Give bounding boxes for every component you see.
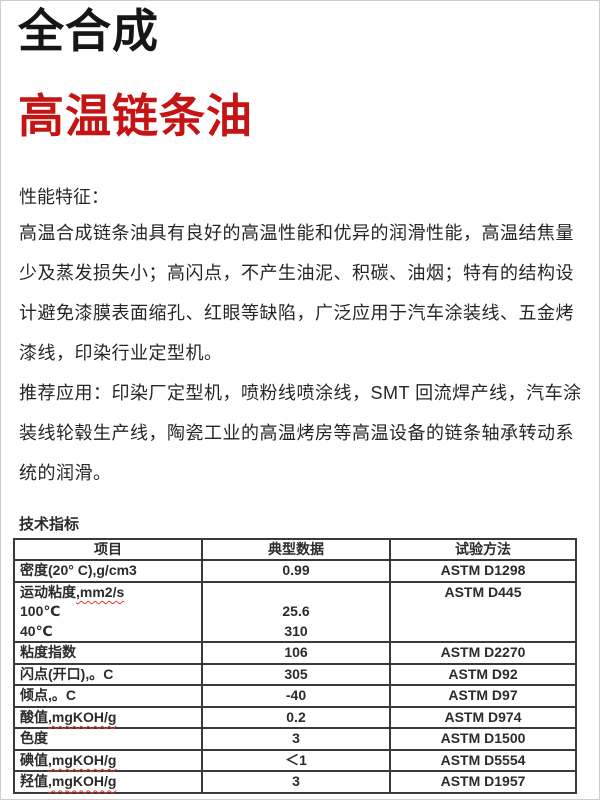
spec-item-text: 密度(20° C),g/cm3 <box>20 562 137 579</box>
table-row: 闪点(开口),。C 305 ASTM D92 <box>15 662 575 685</box>
spellcheck-underline: ,mm2/s <box>76 583 125 600</box>
text-line: 漆线，印染行业定型机。 <box>19 342 223 363</box>
spec-item-cell: 羟值,mgKOH/g <box>15 772 203 792</box>
spec-item-text: 粘度指数 <box>20 644 76 661</box>
table-row: 色度 3 ASTM D1500 <box>15 727 575 749</box>
spec-value-cell: -40 <box>203 686 391 706</box>
product-name-title: 高温链条油 <box>18 89 253 142</box>
spec-method-cell: ASTM D1298 <box>440 562 526 579</box>
spec-method-cell: ASTM D97 <box>448 687 518 704</box>
spec-method-cell: ASTM D445 <box>444 583 522 600</box>
spec-value-text: 310 <box>284 622 308 639</box>
spec-method-cell: ASTM D974 <box>444 708 522 725</box>
spec-value-cell: 106 <box>203 643 391 663</box>
table-body: 密度(20° C),g/cm3 0.99 ASTM D1298 运动粘度,mm2… <box>15 559 575 792</box>
spec-value-text: 106 <box>284 644 308 661</box>
spec-item-cell: 运动粘度,mm2/s 100℃ 40℃ <box>15 582 203 642</box>
spellcheck-underline: ,mgKOH/g <box>48 751 117 768</box>
spec-item-cell: 粘度指数 <box>15 643 203 663</box>
spellcheck-underline: ,mgKOH/g <box>48 773 117 790</box>
spec-item-cell: 倾点,。C <box>15 686 203 706</box>
text-line: 计避免漆膜表面缩孔、红眼等缺陷，广泛应用于汽车涂装线、五金烤 <box>19 302 574 323</box>
table-row: 运动粘度,mm2/s 100℃ 40℃ 25.6 310 ASTM D445 <box>15 580 575 642</box>
spec-value-cell: 0.2 <box>203 707 391 728</box>
spec-method-cell: ASTM D1500 <box>440 730 526 747</box>
text-line: 统的润滑。 <box>19 462 112 483</box>
spec-item-text: 100℃ <box>20 603 61 620</box>
spec-value-text: 3 <box>292 730 300 747</box>
table-row: 羟值,mgKOH/g 3 ASTM D1957 <box>15 770 575 792</box>
col-header-item: 项目 <box>15 539 203 560</box>
spec-value-text: ＜1 <box>285 751 307 768</box>
spec-item-cell: 碘值,mgKOH/g <box>15 750 203 771</box>
table-caption: 技术指标 <box>19 515 80 533</box>
spec-value-text: 25.6 <box>282 603 310 620</box>
spec-method-cell: ASTM D5554 <box>440 751 526 768</box>
performance-heading: 性能特征： <box>19 186 109 207</box>
spec-value-cell: 3 <box>203 729 391 749</box>
table-row: 酸值,mgKOH/g 0.2 ASTM D974 <box>15 705 575 728</box>
spec-value-text: 3 <box>292 773 300 790</box>
performance-paragraph: 高温合成链条油具有良好的高温性能和优异的润滑性能，高温结焦量 少及蒸发损失小；高闪… <box>19 213 593 373</box>
spec-item-text: 40℃ <box>20 622 53 639</box>
spec-method-cell: ASTM D2270 <box>440 644 526 661</box>
spec-item-text: 羟值,mgKOH/g <box>20 773 117 790</box>
spellcheck-underline: ,mgKOH/g <box>48 708 117 725</box>
table-row: 粘度指数 106 ASTM D2270 <box>15 641 575 663</box>
col-header-typical-data: 典型数据 <box>203 539 391 560</box>
spec-item-text: 色度 <box>20 730 48 747</box>
spec-value-cell: 25.6 310 <box>203 582 391 642</box>
text-line: 装线轮毂生产线，陶瓷工业的高温烤房等高温设备的链条轴承转动系 <box>19 422 574 443</box>
spec-value-cell: 3 <box>203 772 391 792</box>
spec-item-text: 运动粘度,mm2/s <box>20 583 125 600</box>
spec-value-cell: 0.99 <box>203 561 391 581</box>
spec-value-cell: ＜1 <box>203 750 391 771</box>
product-series-title: 全合成 <box>18 5 159 57</box>
table-header-row: 项目 典型数据 试验方法 <box>15 539 575 560</box>
table-row: 碘值,mgKOH/g ＜1 ASTM D5554 <box>15 748 575 771</box>
spec-value-text: 305 <box>284 665 308 682</box>
spec-item-cell: 酸值,mgKOH/g <box>15 707 203 728</box>
table-row: 密度(20° C),g/cm3 0.99 ASTM D1298 <box>15 559 575 581</box>
spec-value-text <box>203 583 389 603</box>
spec-item-cell: 色度 <box>15 729 203 749</box>
spec-item-text: 倾点,。C <box>20 687 76 704</box>
text-line: 推荐应用：印染厂定型机，喷粉线喷涂线，SMT 回流焊产线，汽车涂 <box>19 382 582 403</box>
spec-method-cell: ASTM D92 <box>448 665 518 682</box>
spec-value-text: -40 <box>285 687 307 704</box>
text-line: 少及蒸发损失小；高闪点，不产生油泥、积碳、油烟；特有的结构设 <box>19 262 574 283</box>
spec-table: 项目 典型数据 试验方法 密度(20° C),g/cm3 0.99 ASTM D… <box>13 537 577 794</box>
spec-item-text: 碘值,mgKOH/g <box>20 751 117 768</box>
spec-method-cell: ASTM D1957 <box>440 773 526 790</box>
spec-item-cell: 密度(20° C),g/cm3 <box>15 561 203 581</box>
spec-item-text: 酸值,mgKOH/g <box>20 708 117 725</box>
col-header-test-method: 试验方法 <box>455 540 511 557</box>
application-paragraph: 推荐应用：印染厂定型机，喷粉线喷涂线，SMT 回流焊产线，汽车涂 装线轮毂生产线，… <box>19 373 593 493</box>
spec-value-text: 0.2 <box>286 708 306 725</box>
spec-item-cell: 闪点(开口),。C <box>15 664 203 685</box>
spec-value-cell: 305 <box>203 664 391 685</box>
text-line: 高温合成链条油具有良好的高温性能和优异的润滑性能，高温结焦量 <box>19 222 574 243</box>
table-row: 倾点,。C -40 ASTM D97 <box>15 684 575 706</box>
spec-value-text: 0.99 <box>282 562 310 579</box>
spec-item-text: 闪点(开口),。C <box>20 665 114 682</box>
